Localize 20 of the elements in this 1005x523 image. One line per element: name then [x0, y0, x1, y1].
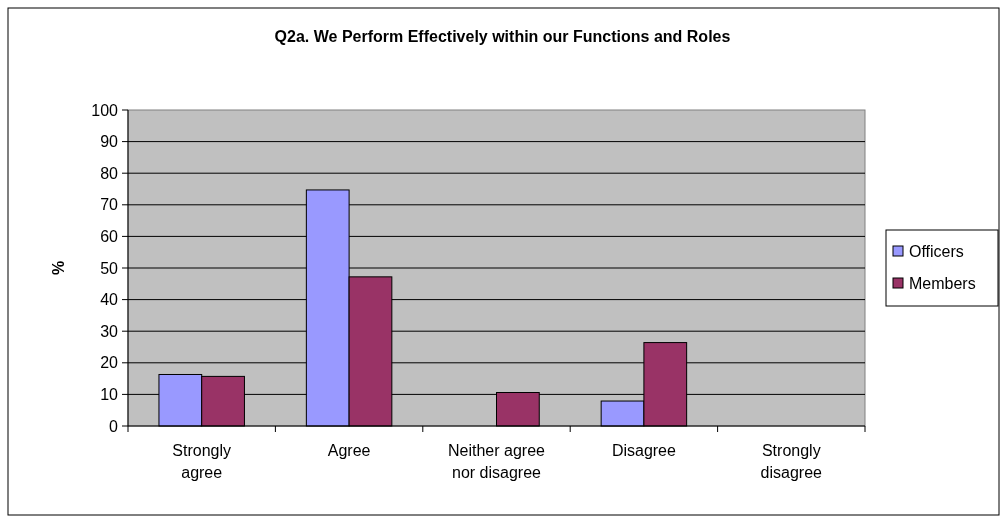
- x-tick-label: Strongly disagree: [760, 442, 823, 481]
- chart-title: Q2a. We Perform Effectively within our Functions and Roles: [274, 28, 731, 45]
- y-tick-label: 60: [100, 228, 119, 245]
- y-tick-label: 100: [91, 101, 119, 119]
- x-tick-label: Disagree: [611, 442, 677, 459]
- legend-label: Officers: [909, 242, 964, 260]
- legend-label: Members: [909, 274, 976, 292]
- x-tick-label: Agree: [327, 442, 371, 459]
- x-tick-label: Neither agree nor disagree: [448, 442, 546, 481]
- y-tick-label: 30: [100, 322, 119, 340]
- y-tick-label: 90: [100, 133, 119, 151]
- y-tick-label: 80: [100, 164, 119, 182]
- y-tick-label: 20: [100, 354, 119, 372]
- y-tick-label: 0: [109, 417, 119, 435]
- y-axis-title: %: [49, 260, 67, 276]
- y-tick-label: 10: [100, 386, 119, 403]
- y-tick-label: 70: [100, 196, 119, 214]
- x-tick-label: Strongly agree: [172, 442, 232, 481]
- y-tick-label: 50: [100, 259, 119, 277]
- y-tick-label: 40: [100, 291, 119, 309]
